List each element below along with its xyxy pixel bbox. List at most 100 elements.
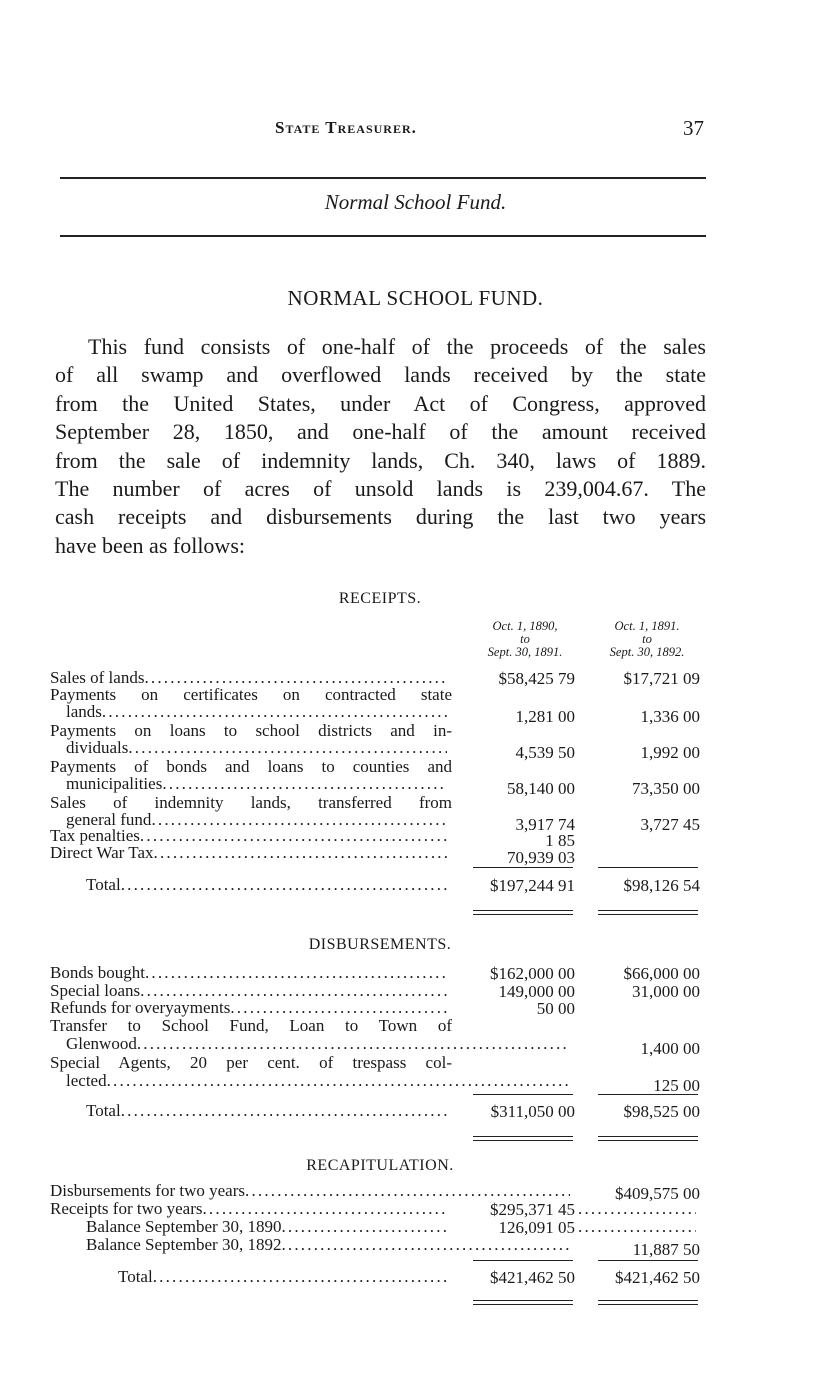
paragraph-line: This fund consists of one-half of the pr… <box>88 334 706 359</box>
row-value: 1,400 00 <box>640 1039 701 1058</box>
row-value: $162,000 00 <box>490 964 575 983</box>
paragraph-line: from the United States, under Act of Con… <box>55 390 706 416</box>
paragraph-line: have been as follows: <box>55 532 245 558</box>
row-label-text: lected <box>66 1072 107 1090</box>
row-label: Sales of indemnity lands, transferred fr… <box>50 794 452 812</box>
row-label: Tax penalties <box>50 827 447 845</box>
row-label-text: Sales of indemnity lands, transferred fr… <box>50 794 452 812</box>
dot-leader <box>281 1218 447 1236</box>
row-label-text: Receipts for two years <box>50 1200 203 1218</box>
row-value: 1,336 00 <box>640 707 701 726</box>
column-header-line1: Oct. 1, 1891. <box>614 619 680 633</box>
dot-leader <box>230 999 447 1017</box>
row-label: lands <box>66 703 447 721</box>
row-label-text: Transfer to School Fund, Loan to Town of <box>50 1017 452 1035</box>
row-label: Sales of lands <box>50 669 447 687</box>
row-label: Direct War Tax <box>50 844 447 862</box>
dot-leader <box>162 775 447 793</box>
dot-leader <box>578 1218 696 1236</box>
row-value: $421,462 50 <box>490 1268 575 1287</box>
sum-rule <box>473 1094 573 1095</box>
row-value: 3,727 45 <box>640 815 701 834</box>
row-label-text: Refunds for overyayments <box>50 999 231 1017</box>
section-heading: RECAPITULATION. <box>306 1157 454 1174</box>
row-label: Refunds for overyayments <box>50 999 447 1017</box>
column-header-line2: to <box>520 632 530 646</box>
row-value: 125 00 <box>653 1076 700 1095</box>
row-label-text: lands <box>66 703 102 721</box>
row-label-text: Payments of bonds and loans to counties … <box>50 758 452 776</box>
dot-leader <box>137 1035 570 1053</box>
paragraph-line: The number of acres of unsold lands is 2… <box>55 476 706 501</box>
column-header-line1: Oct. 1, 1890, <box>492 619 558 633</box>
row-label-text: Balance September 30, 1892 <box>86 1236 282 1254</box>
row-label-text: Bonds bought <box>50 964 145 982</box>
row-value: $421,462 50 <box>615 1268 700 1287</box>
double-rule <box>473 910 573 915</box>
row-label-text: Special loans <box>50 982 141 1000</box>
header-rule-top <box>60 177 706 179</box>
section-heading: DISBURSEMENTS. <box>308 936 452 953</box>
paragraph-line: September 28, 1850, and one-half of the … <box>55 419 706 445</box>
row-value: $66,000 00 <box>623 964 701 983</box>
sum-rule <box>473 1260 573 1261</box>
row-label: Disbursements for two years <box>50 1182 570 1200</box>
row-value: 58,140 00 <box>507 779 575 798</box>
sum-rule <box>598 867 698 868</box>
running-title: State Treasurer. <box>275 118 417 137</box>
row-label-text: Payments on loans to school districts an… <box>50 722 452 740</box>
row-value: 3,917 74 <box>515 815 576 834</box>
row-label: general fund <box>66 811 447 829</box>
column-header: Oct. 1, 1890, to Sept. 30, 1891. <box>470 620 580 659</box>
row-label: Balance September 30, 1890 <box>86 1218 447 1236</box>
row-value: 1 85 <box>545 831 575 850</box>
row-label: dividuals <box>66 739 447 757</box>
row-label: Special Agents, 20 per cent. of trespass… <box>50 1054 452 1072</box>
row-label: Balance September 30, 1892 <box>86 1236 570 1254</box>
row-value: 4,539 50 <box>515 743 576 762</box>
row-value: $409,575 00 <box>615 1184 700 1203</box>
row-label-text: Total <box>86 876 121 894</box>
dot-leader <box>144 669 447 687</box>
dot-leader <box>121 876 447 894</box>
row-value: 31,000 00 <box>632 982 700 1001</box>
dot-leader <box>140 982 447 1000</box>
dot-leader <box>578 1200 696 1218</box>
double-rule <box>473 1300 573 1305</box>
sum-rule <box>598 1260 698 1261</box>
page-number: 37 <box>683 116 704 140</box>
row-label: Bonds bought <box>50 964 447 982</box>
paragraph-line: cash receipts and disbursements during t… <box>55 504 706 530</box>
dot-leader <box>154 844 448 862</box>
column-header-line3: Sept. 30, 1891. <box>487 645 563 659</box>
sum-rule <box>598 1094 698 1095</box>
row-value: 126,091 05 <box>498 1218 576 1237</box>
row-value: 73,350 00 <box>632 779 700 798</box>
row-label-text: Total <box>86 1102 121 1120</box>
row-label-text: municipalities <box>66 775 163 793</box>
row-label: Receipts for two years <box>50 1200 447 1218</box>
row-value: $17,721 09 <box>623 669 701 688</box>
dot-leader <box>121 1102 447 1120</box>
row-label: lected <box>66 1072 570 1090</box>
page-title: NORMAL SCHOOL FUND. <box>287 286 544 310</box>
row-value: 50 00 <box>536 999 575 1018</box>
row-value: 149,000 00 <box>498 982 576 1001</box>
dot-leader <box>145 964 447 982</box>
column-header: Oct. 1, 1891. to Sept. 30, 1892. <box>592 620 702 659</box>
dot-leader <box>102 703 447 721</box>
row-label: Total <box>118 1268 447 1286</box>
dot-leader <box>281 1236 570 1254</box>
row-label: municipalities <box>66 775 447 793</box>
section-subtitle: Normal School Fund. <box>324 190 507 214</box>
row-value: $197,244 91 <box>490 876 575 895</box>
row-value: $58,425 79 <box>498 669 576 688</box>
row-label: Glenwood <box>66 1035 570 1053</box>
row-label-text: Special Agents, 20 per cent. of trespass… <box>50 1054 452 1072</box>
row-value: 70,939 03 <box>507 848 575 867</box>
double-rule <box>598 1136 698 1141</box>
row-value: $98,525 00 <box>623 1102 701 1121</box>
double-rule <box>598 1300 698 1305</box>
row-label-text: dividuals <box>66 739 129 757</box>
row-value: $98,126 54 <box>623 876 701 895</box>
